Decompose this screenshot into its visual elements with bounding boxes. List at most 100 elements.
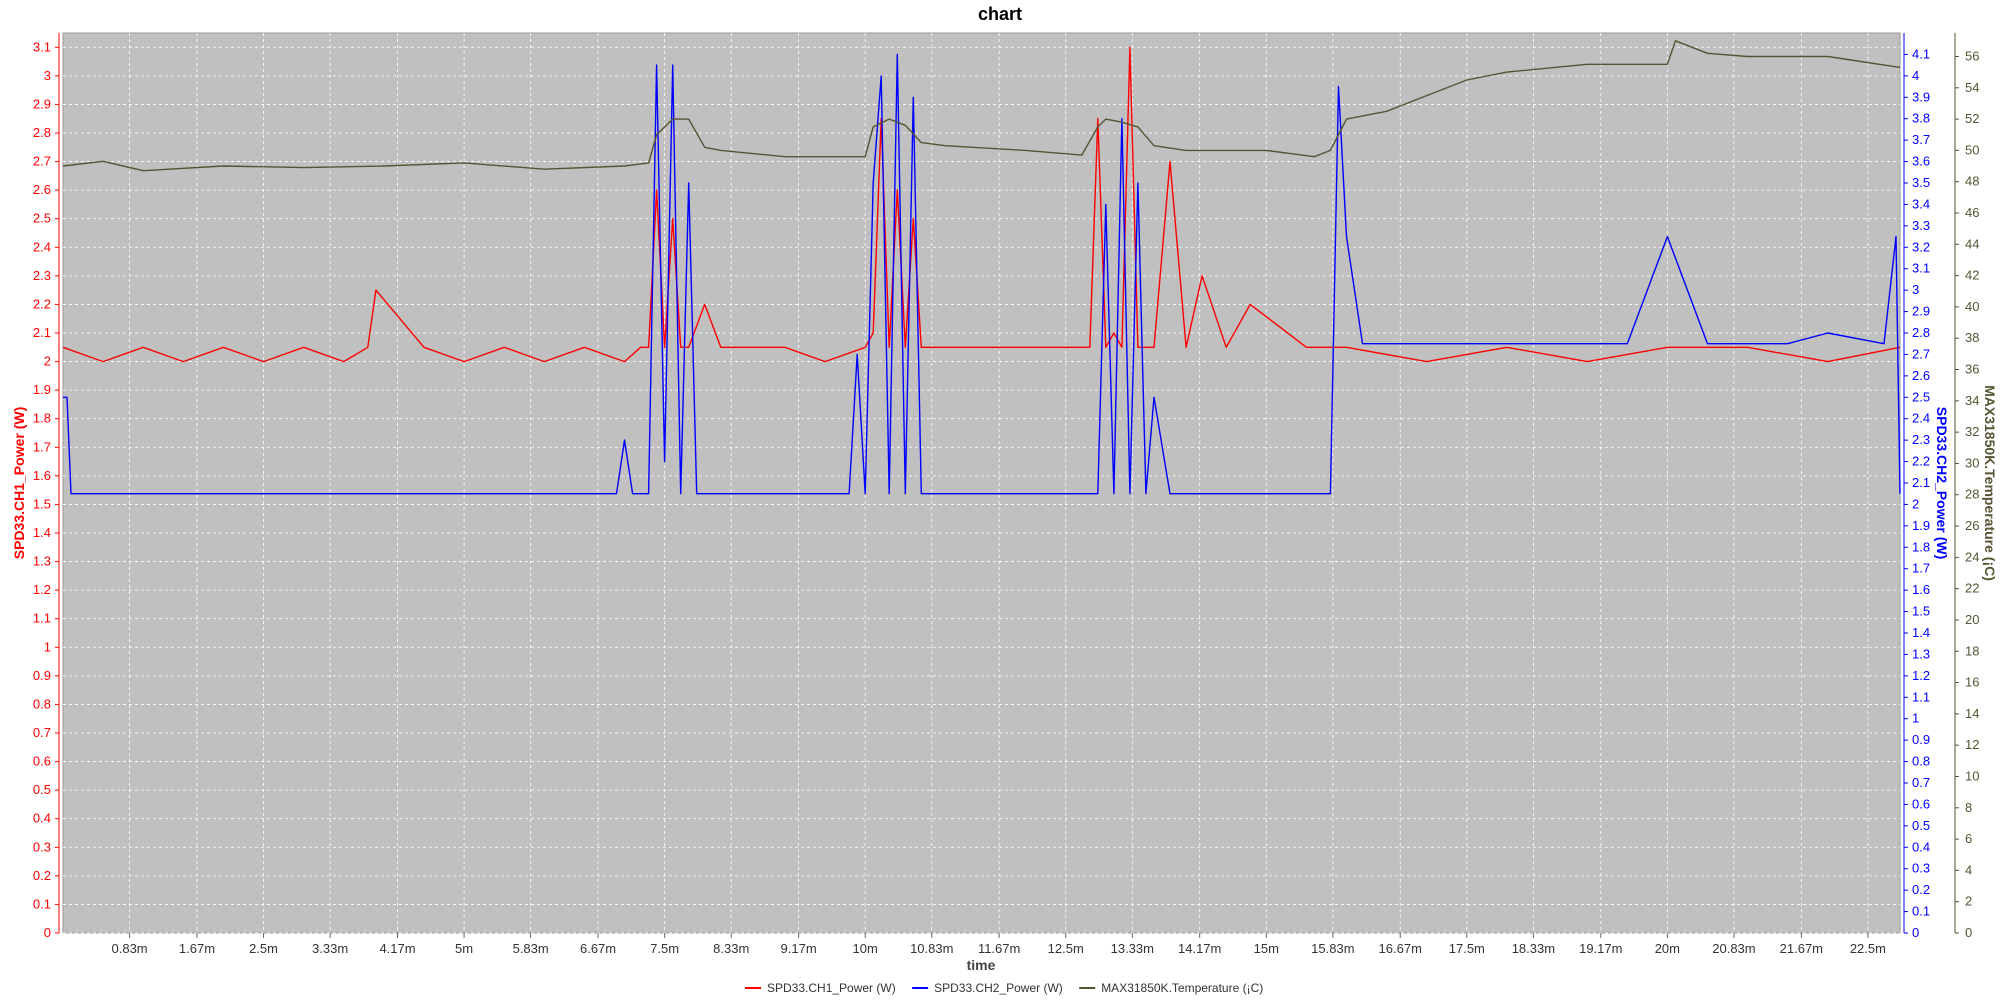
x-tick-label: 8.33m [713,941,749,956]
x-tick-label: 20m [1655,941,1680,956]
right-temp-tick-label: 28 [1965,487,1979,502]
left-tick-label: 3 [44,68,51,83]
right-ch2-tick-label: 4.1 [1912,46,1930,61]
right-ch2-tick-label: 0.3 [1912,861,1930,876]
right-ch2-tick-label: 3.2 [1912,239,1930,254]
y-axis-label-ch1: SPD33.CH1_Power (W) [11,407,27,559]
right-ch2-tick-label: 1.4 [1912,625,1930,640]
x-tick-label: 9.17m [781,941,817,956]
right-temp-tick-label: 4 [1965,862,1972,877]
left-tick-label: 2.9 [33,96,51,111]
right-ch2-tick-label: 2.5 [1912,389,1930,404]
left-tick-label: 0.2 [33,868,51,883]
x-tick-label: 5.83m [513,941,549,956]
series-line-2 [62,40,1901,172]
x-tick-label: 18.33m [1512,941,1555,956]
legend-label: SPD33.CH1_Power (W) [767,981,896,995]
x-axis-label: time [967,957,996,973]
right-ch2-tick-label: 3.7 [1912,132,1930,147]
left-tick-label: 2.3 [33,268,51,283]
right-temp-tick-label: 34 [1965,393,1979,408]
left-tick-label: 1 [44,639,51,654]
chart-title: chart [978,4,1022,24]
x-tick-label: 6.67m [580,941,616,956]
left-tick-label: 0.9 [33,668,51,683]
series-layer [62,40,1901,495]
left-tick-label: 0.7 [33,725,51,740]
x-tick-label: 15.83m [1311,941,1354,956]
x-tick-label: 3.33m [312,941,348,956]
right-ch2-tick-label: 1.9 [1912,518,1930,533]
right-ch2-tick-label: 2 [1912,496,1919,511]
right-temp-tick-label: 16 [1965,675,1979,690]
legend: SPD33.CH1_Power (W) SPD33.CH2_Power (W) MA… [745,981,1263,995]
left-tick-label: 2.5 [33,211,51,226]
plot-area [62,32,1901,934]
right-axis-temperature: 0246810121416182022242628303234363840424… [1954,33,1979,940]
x-tick-label: 20.83m [1712,941,1755,956]
right-ch2-tick-label: 1.1 [1912,689,1930,704]
right-ch2-tick-label: 1.8 [1912,539,1930,554]
left-tick-label: 1.5 [33,496,51,511]
x-tick-label: 13.33m [1111,941,1154,956]
right-ch2-tick-label: 1.6 [1912,582,1930,597]
right-temp-tick-label: 36 [1965,362,1979,377]
right-ch2-tick-label: 1.3 [1912,646,1930,661]
left-tick-label: 1.1 [33,611,51,626]
left-tick-label: 1.8 [33,411,51,426]
left-tick-label: 2.6 [33,182,51,197]
right-temp-tick-label: 10 [1965,768,1979,783]
right-ch2-tick-label: 3.3 [1912,218,1930,233]
x-tick-label: 5m [455,941,473,956]
left-tick-label: 2.7 [33,154,51,169]
y-axis-label-ch2: SPD33.CH2_Power (W) [1934,407,1950,559]
y-axis-label-temperature: MAX31850K.Temperature (¡C) [1982,385,1998,581]
right-ch2-tick-label: 3.4 [1912,196,1930,211]
right-ch2-tick-label: 1.2 [1912,668,1930,683]
right-temp-tick-label: 44 [1965,236,1979,251]
left-tick-label: 2.8 [33,125,51,140]
right-temp-tick-label: 40 [1965,299,1979,314]
right-ch2-tick-label: 2.8 [1912,325,1930,340]
grid-layer [63,33,1900,934]
right-ch2-tick-label: 0.6 [1912,796,1930,811]
right-temp-tick-label: 20 [1965,612,1979,627]
x-tick-label: 7.5m [650,941,679,956]
left-tick-label: 1.7 [33,439,51,454]
left-tick-label: 3.1 [33,39,51,54]
right-temp-tick-label: 54 [1965,80,1979,95]
right-temp-tick-label: 46 [1965,205,1979,220]
right-ch2-tick-label: 3.5 [1912,175,1930,190]
right-temp-tick-label: 38 [1965,330,1979,345]
right-ch2-tick-label: 0.7 [1912,775,1930,790]
left-tick-label: 0.8 [33,696,51,711]
right-ch2-tick-label: 2.6 [1912,368,1930,383]
right-ch2-tick-label: 4 [1912,68,1919,83]
left-tick-label: 0.6 [33,754,51,769]
right-ch2-tick-label: 2.2 [1912,454,1930,469]
x-tick-label: 16.67m [1379,941,1422,956]
right-temp-tick-label: 22 [1965,581,1979,596]
right-temp-tick-label: 6 [1965,831,1972,846]
left-tick-label: 0 [44,925,51,940]
left-axis: 0 0.1 0.2 0.3 0.4 0.5 0.6 0.7 0.8 0.9 1 1.1 1.2 1.3 1.… [33,33,60,940]
legend-label: SPD33.CH2_Power (W) [934,981,1063,995]
right-ch2-tick-label: 0.2 [1912,882,1930,897]
right-ch2-tick-label: 0.9 [1912,732,1930,747]
right-ch2-tick-label: 2.1 [1912,475,1930,490]
left-tick-label: 1.9 [33,382,51,397]
x-tick-label: 15m [1254,941,1279,956]
right-temp-tick-label: 48 [1965,174,1979,189]
left-tick-label: 1.2 [33,582,51,597]
x-tick-label: 1.67m [179,941,215,956]
right-temp-tick-label: 32 [1965,424,1979,439]
right-ch2-tick-label: 2.7 [1912,346,1930,361]
right-temp-tick-label: 18 [1965,643,1979,658]
left-tick-label: 1.3 [33,554,51,569]
right-ch2-tick-label: 0.8 [1912,754,1930,769]
x-tick-label: 10m [853,941,878,956]
left-tick-label: 2 [44,354,51,369]
x-tick-label: 14.17m [1178,941,1221,956]
x-tick-label: 21.67m [1780,941,1823,956]
